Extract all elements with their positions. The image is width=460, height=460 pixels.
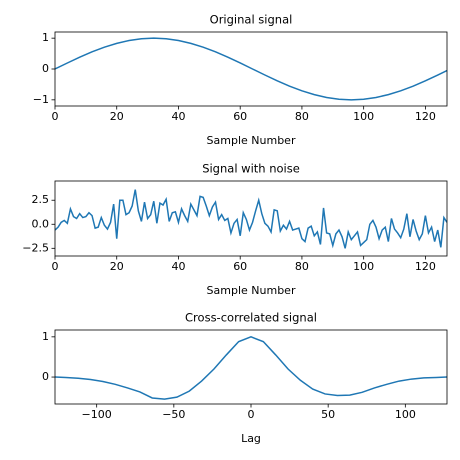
- x-axis-label: Sample Number: [207, 134, 296, 147]
- x-tick-label: 0: [248, 408, 255, 421]
- x-tick-label: 80: [295, 110, 309, 123]
- x-tick-label: 100: [353, 260, 374, 273]
- y-tick-label: 1: [42, 31, 49, 44]
- axes-frame: [54, 329, 448, 405]
- y-tick-label: 0.0: [32, 217, 50, 230]
- y-tick-label: 2.5: [32, 193, 50, 206]
- x-tick-label: 100: [395, 408, 416, 421]
- x-tick-label: 40: [171, 260, 185, 273]
- axes-frame: [54, 180, 448, 257]
- y-tick-label: 0: [42, 62, 49, 75]
- x-tick-label: −50: [162, 408, 185, 421]
- y-tick-label: −2.5: [22, 241, 49, 254]
- x-tick-label: −100: [82, 408, 112, 421]
- x-tick-label: 60: [233, 110, 247, 123]
- chart-title: Original signal: [210, 13, 293, 27]
- x-tick-label: 20: [110, 260, 124, 273]
- data-line: [55, 37, 447, 101]
- x-tick-label: 80: [295, 260, 309, 273]
- x-axis-label: Sample Number: [207, 284, 296, 297]
- y-tick-label: 1: [42, 330, 49, 343]
- x-tick-label: 20: [110, 110, 124, 123]
- x-tick-label: 120: [415, 110, 436, 123]
- chart-title: Cross-correlated signal: [185, 311, 317, 325]
- x-tick-label: 40: [171, 110, 185, 123]
- data-line: [55, 336, 447, 400]
- x-tick-label: 50: [321, 408, 335, 421]
- x-axis-label: Lag: [241, 432, 261, 445]
- y-tick-label: 0: [42, 370, 49, 383]
- chart-title: Signal with noise: [202, 162, 300, 176]
- x-tick-label: 60: [233, 260, 247, 273]
- data-line: [55, 189, 447, 249]
- x-tick-label: 0: [52, 110, 59, 123]
- y-tick-label: −1: [33, 93, 49, 106]
- x-tick-label: 100: [353, 110, 374, 123]
- x-tick-label: 0: [52, 260, 59, 273]
- x-tick-label: 120: [415, 260, 436, 273]
